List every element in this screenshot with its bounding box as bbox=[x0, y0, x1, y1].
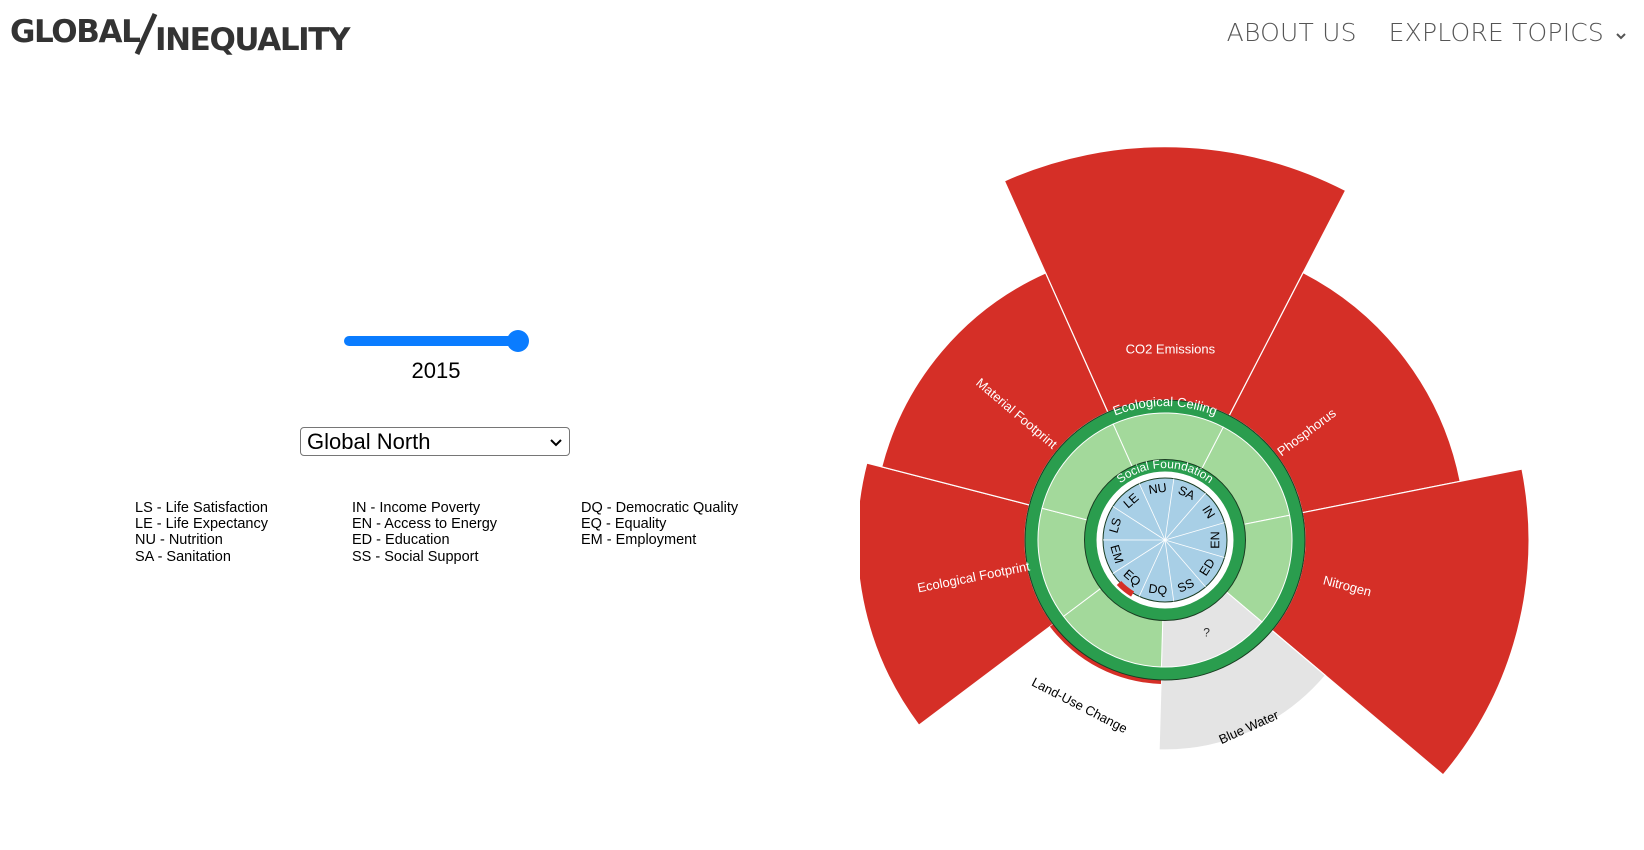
legend-item: IN - Income Poverty bbox=[352, 500, 481, 516]
legend-item: DQ - Democratic Quality bbox=[581, 500, 739, 516]
social-divider bbox=[1112, 506, 1166, 541]
boundary-label: Land-Use Change bbox=[1029, 674, 1130, 736]
legend-item: LS - Life Satisfaction bbox=[135, 500, 268, 516]
social-indicator-label: SS bbox=[1175, 576, 1196, 596]
legend-item: SS - Social Support bbox=[352, 548, 479, 565]
social-foundation-ring bbox=[1084, 459, 1246, 621]
shortfall-marker bbox=[1116, 580, 1135, 597]
legend-column-1: LS - Life Satisfaction LE - Life Expecta… bbox=[135, 500, 268, 565]
social-indicator-label: EM bbox=[1107, 543, 1126, 565]
social-indicator-label: DQ bbox=[1148, 582, 1169, 599]
year-slider[interactable] bbox=[344, 330, 529, 352]
social-divider bbox=[1138, 483, 1166, 541]
legend-column-3: DQ - Democratic Quality EQ - Equality EM… bbox=[581, 500, 738, 549]
site-header: GLOBAL INEQUALITY ABOUT US EXPLORE TOPIC… bbox=[0, 0, 1644, 80]
chevron-down-icon bbox=[1616, 33, 1626, 40]
legend-item: EQ - Equality bbox=[581, 516, 667, 533]
logo-inequality: INEQUALITY bbox=[155, 22, 351, 58]
top-nav: ABOUT US EXPLORE TOPICS bbox=[1227, 18, 1644, 47]
social-divider bbox=[1164, 539, 1175, 602]
social-divider bbox=[1164, 539, 1206, 588]
ring-outline bbox=[1024, 399, 1306, 681]
year-label: 2015 bbox=[411, 358, 461, 383]
social-divider bbox=[1164, 539, 1225, 558]
year-slider-track[interactable] bbox=[344, 336, 518, 346]
social-divider bbox=[1138, 539, 1166, 597]
boundary-label: CO2 Emissions bbox=[1126, 342, 1216, 357]
social-indicator-label: NU bbox=[1148, 481, 1168, 497]
legend-item: EN - Access to Energy bbox=[352, 516, 498, 533]
region-select-value: Global North bbox=[307, 428, 431, 454]
ring-outline bbox=[1084, 459, 1246, 621]
legend-item: EM - Employment bbox=[581, 532, 697, 549]
legend-item: LE - Life Expectancy bbox=[135, 516, 268, 533]
nav-about-us[interactable]: ABOUT US bbox=[1226, 18, 1357, 47]
ecological-ceiling-ring bbox=[1025, 400, 1305, 680]
unknown-marker: ? bbox=[1203, 625, 1210, 639]
nav-explore-topics-label: EXPLORE TOPICS bbox=[1388, 18, 1604, 47]
chevron-down-icon bbox=[550, 439, 562, 447]
social-divider bbox=[1164, 478, 1175, 541]
logo-slash-icon bbox=[134, 12, 158, 56]
social-divider bbox=[1164, 492, 1206, 541]
year-slider-thumb[interactable] bbox=[507, 330, 529, 352]
social-divider bbox=[1164, 522, 1225, 541]
social-indicator-label: EN bbox=[1208, 531, 1222, 548]
legend-item: NU - Nutrition bbox=[135, 532, 223, 549]
boundary-wedge[interactable] bbox=[1271, 468, 1530, 776]
social-indicator-label: SA bbox=[1176, 483, 1198, 503]
legend-item: SA - Sanitation bbox=[135, 548, 231, 565]
social-divider bbox=[1112, 539, 1166, 574]
nav-explore-topics[interactable]: EXPLORE TOPICS bbox=[1389, 18, 1638, 47]
social-indicator-label: LS bbox=[1107, 516, 1125, 535]
legend-column-2: IN - Income Poverty EN - Access to Energ… bbox=[352, 500, 497, 565]
region-select[interactable]: Global North bbox=[300, 427, 570, 456]
legend-item: ED - Education bbox=[352, 532, 450, 549]
logo-global: GLOBAL bbox=[10, 14, 141, 50]
